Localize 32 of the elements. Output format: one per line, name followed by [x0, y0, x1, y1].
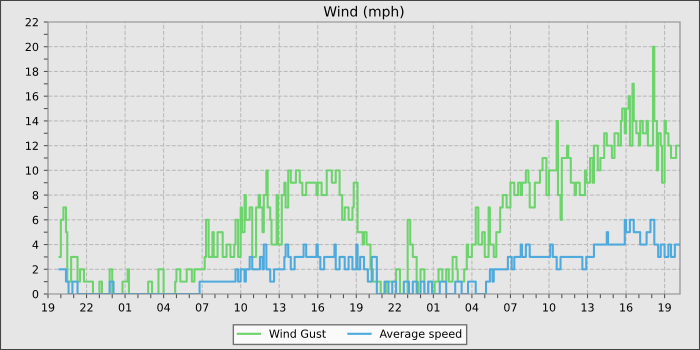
y-tick-label: 14	[26, 117, 38, 126]
legend-label: Average speed	[380, 329, 462, 340]
x-tick-label: 16	[312, 303, 324, 312]
y-tick-label: 6	[32, 216, 38, 224]
y-tick-label: 12	[26, 142, 38, 150]
x-tick-label: 10	[234, 303, 248, 312]
x-tick-label: 19	[42, 303, 54, 312]
x-tick-label: 07	[196, 303, 208, 312]
y-tick-label: 8	[32, 191, 38, 200]
x-tick-label: 19	[658, 303, 671, 312]
x-tick-label: 13	[582, 303, 594, 312]
y-tick-label: 16	[26, 92, 38, 101]
x-tick-label: 22	[80, 303, 92, 312]
x-tick-label: 19	[350, 303, 363, 312]
x-tick-label: 22	[388, 303, 401, 312]
y-tick-label: 20	[26, 42, 38, 52]
x-tick-label: 10	[543, 303, 556, 312]
legend-label: Wind Gust	[269, 329, 326, 338]
y-tick-label: 2	[32, 265, 38, 274]
y-tick-label: 22	[26, 18, 38, 26]
x-tick-label: 16	[620, 303, 632, 312]
x-tick-label: 07	[504, 303, 517, 312]
y-tick-label: 18	[26, 67, 38, 76]
x-tick-label: 04	[466, 303, 478, 312]
chart-title: Wind (mph)	[324, 6, 404, 20]
y-tick-label: 4	[32, 240, 38, 249]
x-tick-label: 04	[157, 303, 170, 312]
x-tick-label: 01	[427, 303, 440, 312]
y-tick-label: 0	[32, 290, 38, 298]
x-tick-label: 13	[273, 303, 286, 312]
x-tick-label: 01	[118, 303, 132, 312]
y-tick-label: 10	[26, 166, 38, 175]
